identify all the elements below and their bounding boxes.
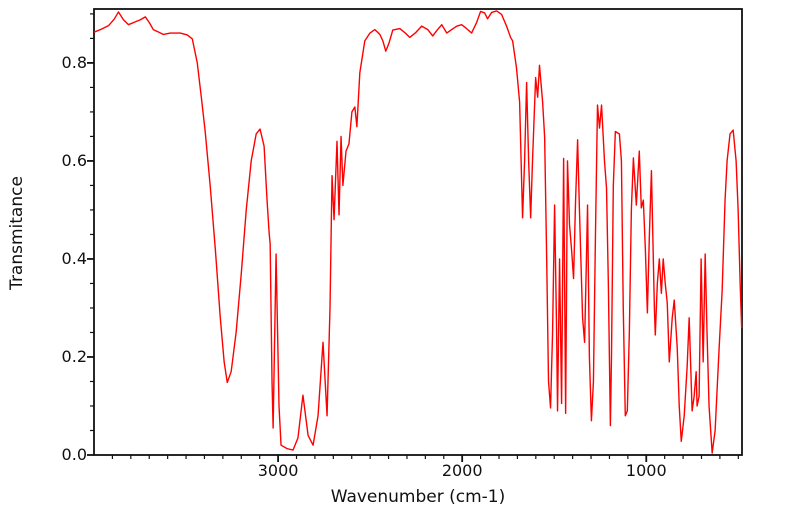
x-tick-label: 1000 — [625, 461, 667, 480]
y-tick-label: 0.8 — [61, 52, 87, 72]
plot-frame — [93, 8, 743, 456]
y-tick-label: 0.6 — [61, 150, 87, 170]
y-tick-label: 0.4 — [61, 248, 87, 268]
x-tick-label: 2000 — [441, 461, 483, 480]
x-axis-title: Wavenumber (cm-1) — [330, 487, 506, 507]
y-tick-label: 0.0 — [61, 445, 87, 464]
y-tick-label: 0.2 — [61, 346, 87, 366]
y-axis-title: Transmitance — [7, 176, 27, 290]
x-tick-label: 3000 — [257, 461, 299, 480]
spectrum-line — [93, 10, 743, 454]
